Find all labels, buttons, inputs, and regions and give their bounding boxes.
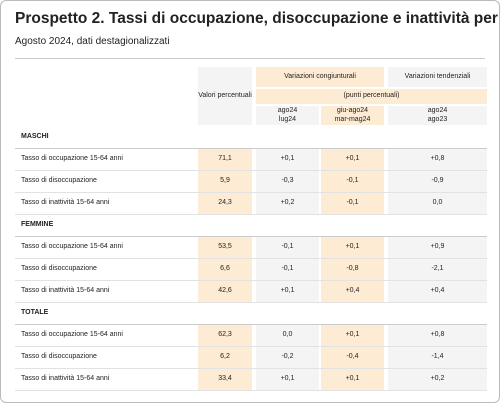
rule — [15, 346, 487, 347]
cell: -2,1 — [388, 259, 487, 280]
period: ago24 — [427, 107, 448, 115]
period: giu-ago24 — [336, 107, 369, 115]
rule — [15, 170, 487, 171]
rule — [15, 390, 487, 391]
period: ago24 — [277, 107, 298, 115]
cell: 62,3 — [198, 325, 252, 346]
section-title: FEMMINE — [21, 220, 54, 228]
rule — [15, 258, 487, 259]
cell: +0,1 — [321, 237, 384, 258]
cell: -0,8 — [321, 259, 384, 280]
cell: -0,3 — [256, 171, 319, 192]
cell: 5,9 — [198, 171, 252, 192]
cell: 24,3 — [198, 193, 252, 214]
section-title: TOTALE — [21, 308, 49, 316]
cell: +0,4 — [388, 281, 487, 302]
row-label: Tasso di disoccupazione — [21, 353, 97, 361]
rule — [15, 148, 487, 149]
cell: +0,2 — [388, 369, 487, 390]
rule — [15, 236, 487, 237]
cell: -0,1 — [256, 259, 319, 280]
separator — [15, 58, 485, 59]
cell: -0,1 — [321, 171, 384, 192]
cell: +0,4 — [321, 281, 384, 302]
header-cell: Valori percentuali — [198, 67, 252, 125]
rule — [15, 214, 487, 215]
cell: 0,0 — [256, 325, 319, 346]
cell: +0,1 — [321, 149, 384, 170]
cell: 53,5 — [198, 237, 252, 258]
cell: +0,1 — [256, 281, 319, 302]
cell: -0,1 — [256, 237, 319, 258]
cell: -0,9 — [388, 171, 487, 192]
cell: +0,1 — [256, 149, 319, 170]
period: ago23 — [427, 115, 448, 123]
cell: 6,6 — [198, 259, 252, 280]
cell: 42,6 — [198, 281, 252, 302]
header-cell: ago24 lug24 — [256, 106, 319, 125]
rule — [15, 302, 487, 303]
cell: -0,4 — [321, 347, 384, 368]
period: mar-mag24 — [334, 115, 371, 123]
period: lug24 — [278, 115, 297, 123]
cell: +0,8 — [388, 325, 487, 346]
row-label: Tasso di occupazione 15-64 anni — [21, 243, 123, 251]
cell: -0,2 — [256, 347, 319, 368]
row-label: Tasso di inattività 15-64 anni — [21, 375, 110, 383]
cell: +0,9 — [388, 237, 487, 258]
header-cell: ago24 ago23 — [388, 106, 487, 125]
row-label: Tasso di inattività 15-64 anni — [21, 287, 110, 295]
cell: -0,1 — [321, 193, 384, 214]
cell: -1,4 — [388, 347, 487, 368]
row-label: Tasso di occupazione 15-64 anni — [21, 331, 123, 339]
row-label: Tasso di occupazione 15-64 anni — [21, 155, 123, 163]
row-label: Tasso di disoccupazione — [21, 265, 97, 273]
cell: 6,2 — [198, 347, 252, 368]
cell: 71,1 — [198, 149, 252, 170]
cell: +0,8 — [388, 149, 487, 170]
cell: +0,1 — [321, 369, 384, 390]
header-cell: giu-ago24 mar-mag24 — [321, 106, 384, 125]
row-label: Tasso di inattività 15-64 anni — [21, 199, 110, 207]
header-cell: Variazioni tendenziali — [388, 67, 487, 87]
header-cell: Variazioni congiunturali — [256, 67, 384, 87]
cell: 0,0 — [388, 193, 487, 214]
section-title: MASCHI — [21, 132, 49, 140]
cell: +0,1 — [321, 325, 384, 346]
rule — [15, 368, 487, 369]
cell: +0,2 — [256, 193, 319, 214]
subtitle: Agosto 2024, dati destagionalizzati — [15, 36, 170, 47]
title: Prospetto 2. Tassi di occupazione, disoc… — [15, 10, 500, 27]
header-cell: (punti percentuali) — [256, 89, 487, 104]
rule — [15, 280, 487, 281]
row-label: Tasso di disoccupazione — [21, 177, 97, 185]
rule — [15, 324, 487, 325]
cell: 33,4 — [198, 369, 252, 390]
rule — [15, 192, 487, 193]
cell: +0,1 — [256, 369, 319, 390]
